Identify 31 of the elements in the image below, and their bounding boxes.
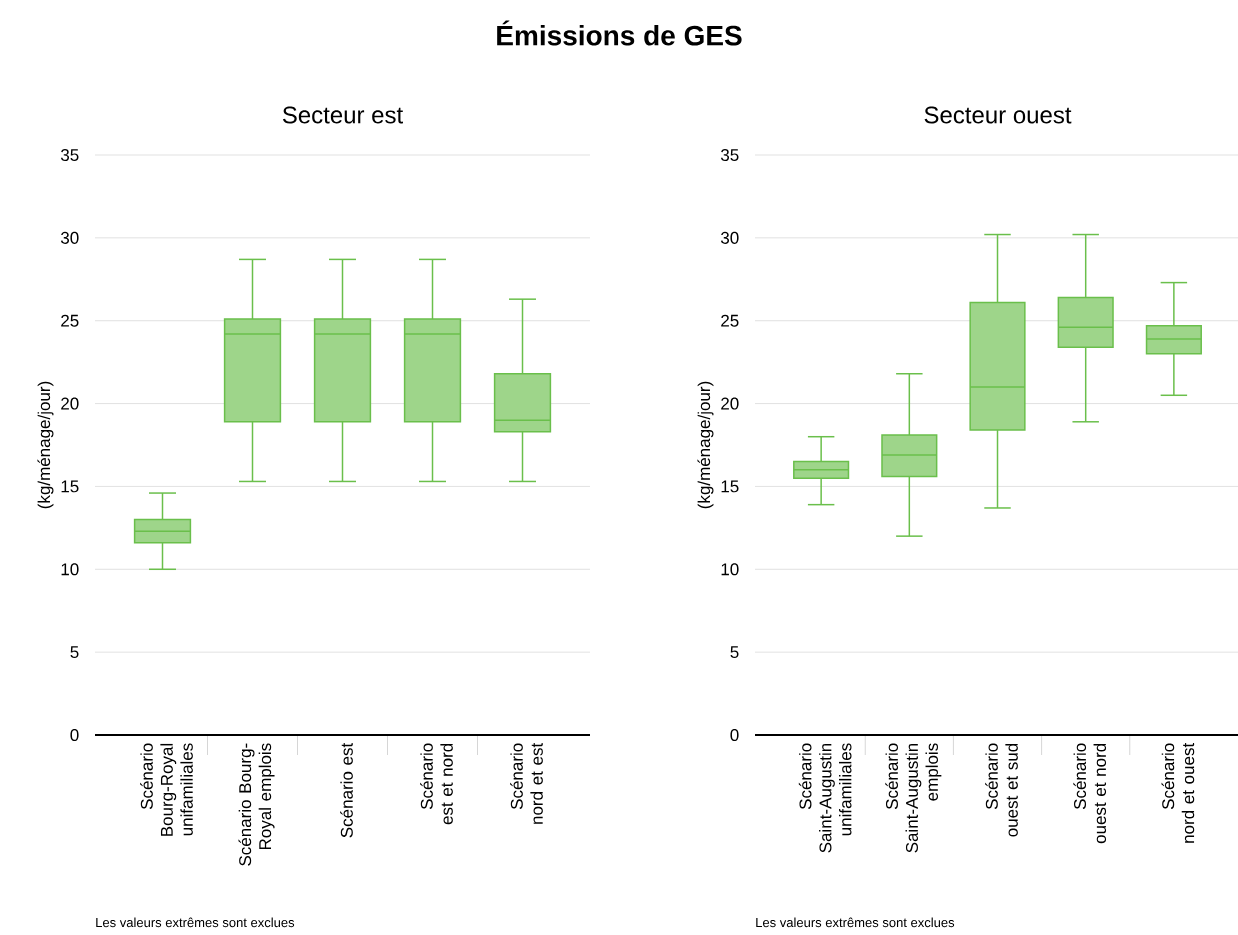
y-tick-label: 20: [61, 397, 79, 410]
y-tick-label: 0: [70, 728, 79, 742]
y-tick-label: 30: [60, 231, 79, 244]
y-tick-label: 5: [730, 646, 739, 659]
x-tick-label: Scénario ouest et sud: [985, 743, 1018, 837]
x-tick-label: Scénario Saint-Augustin emplois: [885, 743, 942, 853]
y-tick-label: 10: [61, 563, 79, 576]
text: Les valeurs extrêmes sont exclues: [96, 917, 295, 928]
y-tick-label: 35: [60, 148, 79, 162]
x-tick-label: Scénario est et nord: [420, 743, 453, 825]
y-tick-label: 15: [721, 480, 739, 493]
y-axis-title: (kg/ménage/jour): [697, 381, 714, 509]
y-axis-title: (kg/ménage/jour): [37, 381, 54, 509]
x-tick-label: Scénario Saint-Augustin unifamiliales: [798, 743, 852, 853]
y-tick-label: 5: [70, 646, 79, 659]
y-tick-label: 15: [61, 480, 79, 493]
chart-title: Secteur est: [282, 106, 403, 124]
text: Émissions de GES: [497, 20, 742, 46]
y-tick-label: 35: [720, 148, 739, 162]
x-tick-label: Scénario nord et est: [510, 742, 543, 824]
y-tick-label: 25: [721, 314, 739, 327]
y-tick-label: 30: [720, 231, 739, 244]
y-tick-label: 20: [721, 397, 739, 410]
x-tick-label: Scénario nord et ouest: [1161, 742, 1195, 843]
x-tick-label: Scénario Bourg-Royal unifamiliales: [140, 743, 193, 836]
x-tick-label: Scénario est: [340, 742, 353, 838]
y-tick-label: 10: [721, 563, 739, 576]
chart-title: Secteur ouest: [924, 106, 1072, 124]
y-tick-label: 25: [61, 314, 79, 327]
text: Les valeurs extrêmes sont exclues: [756, 917, 955, 928]
y-tick-label: 0: [730, 728, 739, 742]
